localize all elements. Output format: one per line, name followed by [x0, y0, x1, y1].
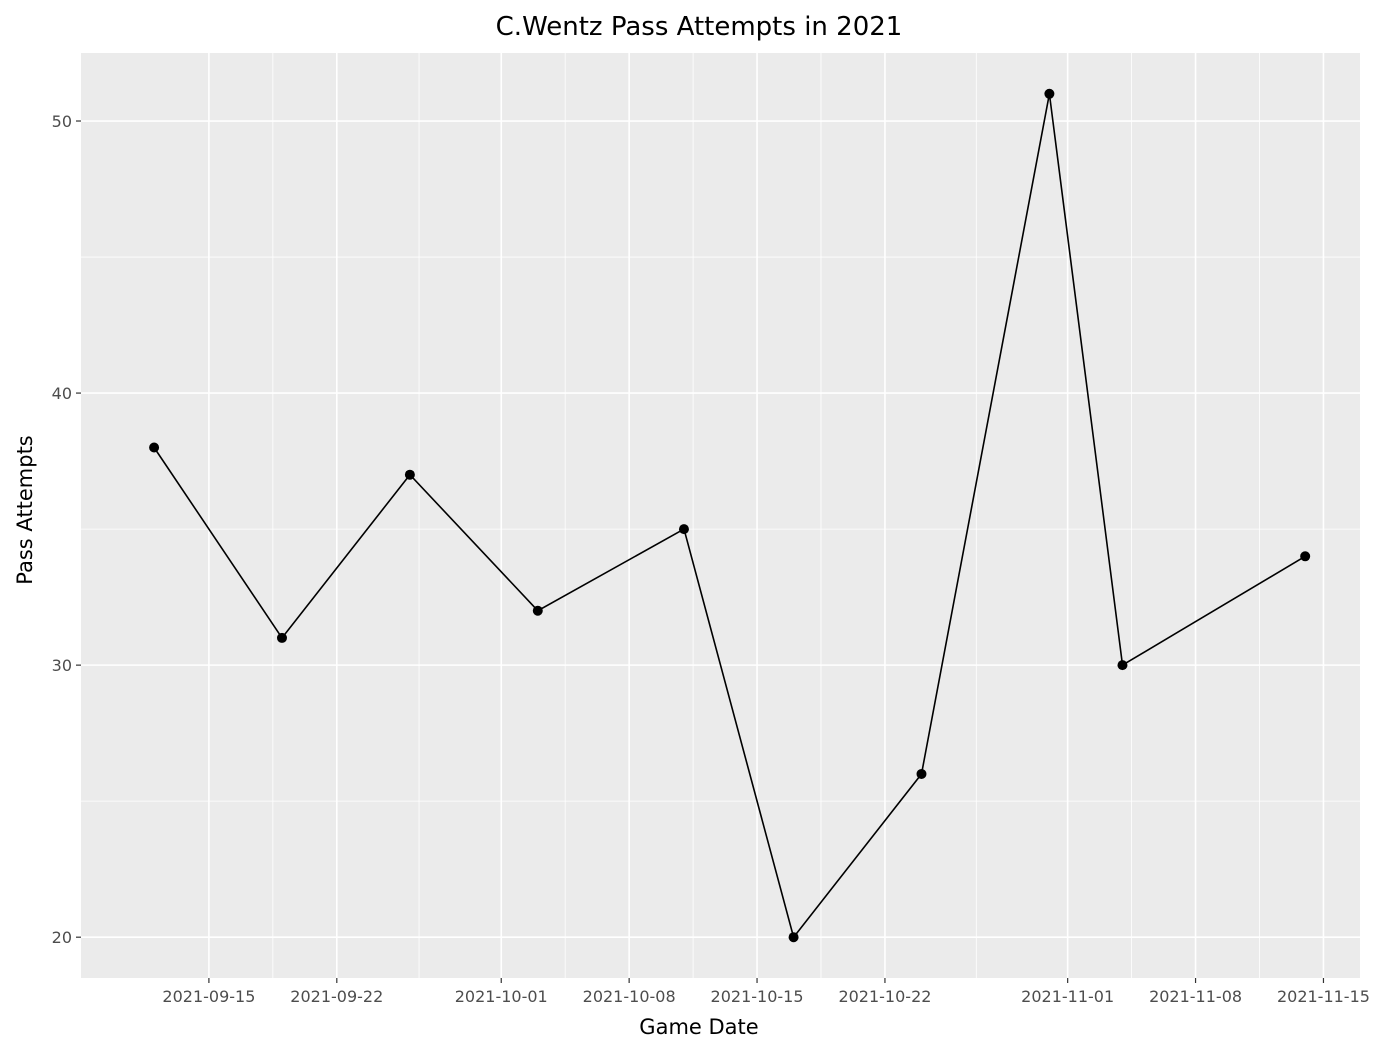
x-axis-label: Game Date — [639, 1015, 758, 1039]
series-line — [153, 93, 1306, 939]
x-tick-label: 2021-10-01 — [455, 987, 548, 1006]
x-tick-label: 2021-10-15 — [711, 987, 804, 1006]
major-gridlines — [81, 53, 1360, 978]
minor-gridlines — [81, 53, 1360, 978]
data-points — [149, 88, 1311, 943]
data-point — [276, 632, 287, 643]
y-axis: 20 30 40 50 — [52, 112, 81, 947]
data-point — [1117, 660, 1128, 671]
data-point — [1044, 88, 1055, 99]
chart-title: C.Wentz Pass Attempts in 2021 — [496, 12, 903, 42]
data-point — [916, 768, 927, 779]
x-tick-label: 2021-11-08 — [1149, 987, 1242, 1006]
data-point — [532, 605, 543, 616]
x-tick-label: 2021-11-15 — [1277, 987, 1370, 1006]
x-axis: 2021-09-15 2021-09-22 2021-10-01 2021-10-08… — [162, 978, 1370, 1006]
data-point — [678, 524, 689, 535]
data-point — [788, 932, 799, 943]
data-point — [1300, 551, 1311, 562]
data-point — [149, 442, 160, 453]
x-tick-label: 2021-10-08 — [583, 987, 676, 1006]
y-tick-label: 20 — [52, 928, 72, 947]
x-tick-label: 2021-09-22 — [290, 987, 383, 1006]
plot-panel — [81, 53, 1360, 978]
y-tick-label: 40 — [52, 384, 72, 403]
x-tick-label: 2021-10-22 — [838, 987, 931, 1006]
y-tick-label: 30 — [52, 656, 72, 675]
x-tick-label: 2021-11-01 — [1021, 987, 1114, 1006]
y-tick-label: 50 — [52, 112, 72, 131]
data-point — [404, 469, 415, 480]
x-tick-label: 2021-09-15 — [162, 987, 255, 1006]
y-axis-label: Pass Attempts — [13, 435, 37, 585]
